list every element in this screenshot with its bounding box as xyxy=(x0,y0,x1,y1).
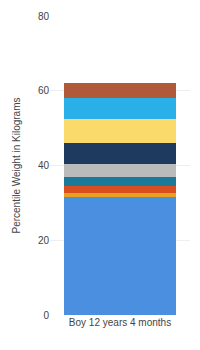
svg-text:Percentile Weight in Kilograms: Percentile Weight in Kilograms xyxy=(11,98,22,234)
svg-text:40: 40 xyxy=(38,160,50,171)
svg-text:0: 0 xyxy=(43,310,49,321)
svg-text:80: 80 xyxy=(38,11,50,22)
svg-text:Boy 12 years 4 months: Boy 12 years 4 months xyxy=(69,317,171,328)
svg-text:60: 60 xyxy=(38,85,50,96)
svg-text:20: 20 xyxy=(38,235,50,246)
